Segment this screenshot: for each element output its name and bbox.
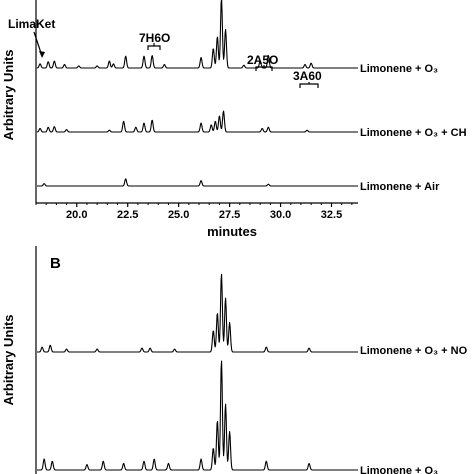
annotation-2a5o: 2A5O <box>247 53 278 67</box>
panel-b: B Limonene + O₃ + NO Limonene + O₃ Arbit… <box>1 246 468 474</box>
x-ticks-a: 20.0 22.5 25.0 27.5 30.0 32.5 <box>35 203 353 221</box>
annotation-3a60-bracket <box>299 82 319 88</box>
trace-line <box>36 178 359 187</box>
x-tick-label: 32.5 <box>321 209 342 221</box>
trace-line <box>36 273 359 353</box>
trace-limonene-o3-no <box>36 273 359 353</box>
annotation-2a5o-bracket <box>255 65 273 71</box>
trace-limonene-o3 <box>36 0 359 69</box>
x-tick-label: 25.0 <box>168 209 189 221</box>
x-tick-label: 27.5 <box>219 209 240 221</box>
x-tick-label: 30.0 <box>270 209 291 221</box>
series-label-b0: Limonene + O₃ + NO <box>360 345 468 357</box>
x-tick-label: 22.5 <box>117 209 138 221</box>
series-label-a0: Limonene + O₃ <box>360 63 438 75</box>
y-axis-label-b: Arbitrary Units <box>1 314 16 405</box>
series-label-a1: Limonene + O₃ + CH <box>360 127 467 139</box>
annotation-3a60: 3A60 <box>293 69 322 83</box>
trace-limonene-o3-b <box>36 360 359 471</box>
y-axis-label-a: Arbitrary Units <box>1 49 16 140</box>
panel-a: LimaKet 7H6O 2A5O 3A60 Limonene + O₃ Lim… <box>1 0 467 239</box>
trace-line <box>36 110 359 133</box>
trace-limonene-air <box>36 178 359 187</box>
annotation-limaket: LimaKet <box>8 17 55 31</box>
series-label-a2: Limonene + Air <box>360 181 440 193</box>
annotation-limaket-arrowhead <box>39 51 45 58</box>
x-tick-label: 20.0 <box>66 209 87 221</box>
trace-line <box>36 0 359 69</box>
trace-limonene-o3-ch <box>36 110 359 133</box>
series-label-b1: Limonene + O₃ <box>360 465 438 474</box>
panel-b-label: B <box>50 255 61 272</box>
annotation-7h6o-bracket <box>147 43 161 50</box>
trace-line <box>36 360 359 471</box>
x-axis-label-a: minutes <box>207 224 257 239</box>
annotation-7h6o: 7H6O <box>139 31 170 45</box>
